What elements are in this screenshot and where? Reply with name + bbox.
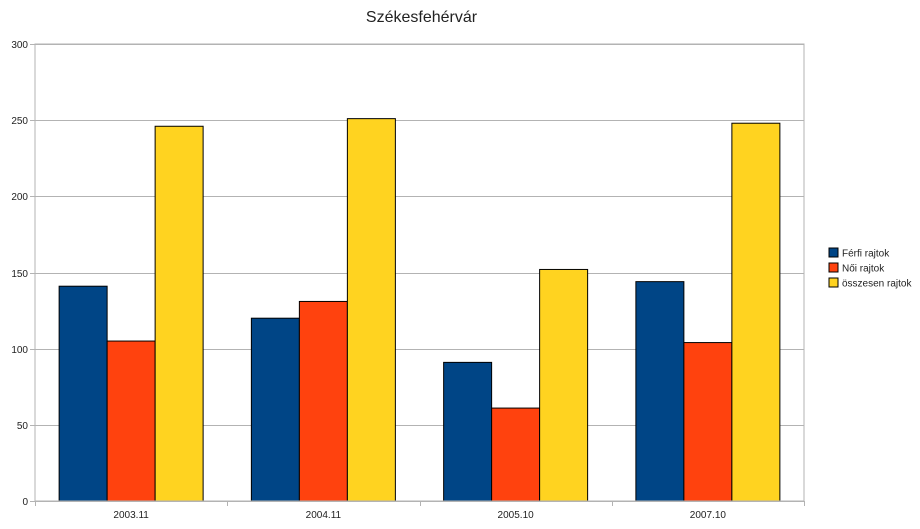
y-tick-label: 50 (17, 421, 29, 432)
legend-swatch-0 (828, 247, 839, 258)
legend-label-0: Férfi rajtok (842, 249, 890, 260)
bar-2003.11-0 (58, 285, 108, 502)
bars (58, 118, 781, 502)
y-tick-label: 100 (11, 345, 28, 356)
x-tick-label: 2005.10 (498, 510, 535, 521)
x-axis-ticks: 2003.11 2004.11 2005.10 2007.10 (35, 501, 805, 521)
bar-2005.10-1 (491, 407, 541, 502)
legend-swatch-2 (828, 277, 839, 288)
bar-2005.10-2 (539, 268, 589, 502)
legend-swatch-1 (828, 262, 839, 273)
y-tick-label: 300 (11, 40, 28, 51)
plot-area-frame (34, 43, 805, 502)
bar-2004.11-1 (298, 300, 348, 502)
x-tick-label: 2004.11 (306, 510, 342, 521)
bar-2003.11-1 (106, 340, 156, 502)
y-tick-label: 150 (11, 269, 28, 280)
y-tick-label: 200 (11, 192, 28, 203)
bar-2003.11-2 (154, 125, 204, 502)
x-tick-label: 2003.11 (113, 510, 149, 521)
y-tick-label: 0 (22, 497, 28, 508)
bar-2004.11-0 (250, 317, 300, 502)
legend-label-2: összesen rajtok (842, 279, 912, 290)
legend: Férfi rajtok Női rajtok összesen rajtok (828, 247, 912, 290)
chart-title: Székesfehérvár (366, 9, 478, 26)
bar-2004.11-2 (346, 118, 396, 502)
bar-2007.10-2 (731, 122, 781, 502)
bar-2005.10-0 (443, 361, 493, 502)
y-axis-ticks: 0 50 100 150 200 250 300 (11, 40, 35, 508)
y-tick-label: 250 (11, 116, 28, 127)
bar-2007.10-1 (683, 342, 733, 502)
x-tick-label: 2007.10 (690, 510, 727, 521)
legend-label-1: Női rajtok (842, 264, 885, 275)
bar-2007.10-0 (635, 281, 685, 502)
